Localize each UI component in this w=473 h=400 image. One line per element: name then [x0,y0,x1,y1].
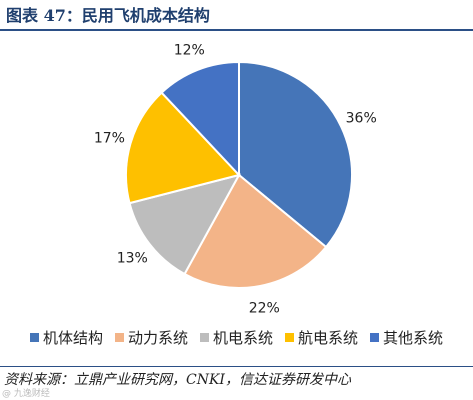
title-bar: 图表 47：民用飞机成本结构 [0,0,473,28]
data-label-5: 12% [174,43,205,59]
legend-item-5: 其他系统 [370,327,443,348]
legend-label: 其他系统 [383,328,444,347]
legend-item-1: 机体结构 [29,327,103,348]
legend-swatch [114,332,124,342]
legend-swatch [29,332,39,342]
data-label-3: 13% [117,251,148,267]
pie-labels: 36% 22% 13% 17% 12% [94,43,377,317]
legend-label: 动力系统 [127,328,188,347]
legend-label: 机电系统 [212,328,273,347]
legend-swatch [370,332,380,342]
legend-label: 机体结构 [42,328,103,347]
legend-item-3: 机电系统 [199,327,273,348]
title-divider [0,29,473,31]
legend-swatch [199,332,209,342]
pie-slice-4 [125,91,241,205]
pie-chart: 36% 22% 13% 17% 12% [94,43,377,317]
pie-slice-1 [238,60,353,249]
pie-slice-2 [183,173,328,289]
legend-item-4: 航电系统 [285,327,358,348]
chart-legend: 机体结构 动力系统 机电系统 航电系统 其他系统 [0,324,473,350]
data-label-1: 36% [346,111,377,127]
pie-slices [125,60,353,289]
watermark: @ 九逸财经 [2,389,50,399]
page-title: 图表 47：民用飞机成本结构 [6,6,210,25]
legend-item-2: 动力系统 [114,327,188,348]
pie-slice-5 [160,60,240,178]
source-divider [0,366,473,367]
legend-swatch [285,332,294,342]
pie-slice-3 [128,173,241,276]
legend-label: 航电系统 [298,328,359,347]
source-note: 资料来源：立鼎产业研究网，CNKI，信达证券研发中心 [4,372,351,388]
data-label-4: 17% [94,130,125,146]
data-label-2: 22% [249,301,280,317]
